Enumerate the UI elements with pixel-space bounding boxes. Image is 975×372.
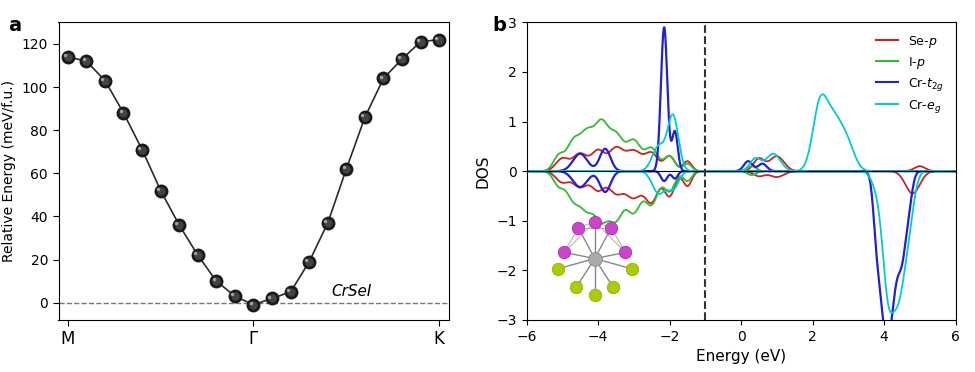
- X-axis label: Energy (eV): Energy (eV): [696, 349, 786, 364]
- Y-axis label: Relative Energy (meV/f.u.): Relative Energy (meV/f.u.): [2, 80, 17, 262]
- Text: b: b: [492, 16, 506, 35]
- Text: CrSeI: CrSeI: [332, 284, 371, 299]
- Text: a: a: [8, 16, 20, 35]
- Y-axis label: DOS: DOS: [476, 154, 490, 188]
- Legend: Se-$p$, I-$p$, Cr-$t_{2g}$, Cr-$e_g$: Se-$p$, I-$p$, Cr-$t_{2g}$, Cr-$e_g$: [871, 29, 950, 119]
